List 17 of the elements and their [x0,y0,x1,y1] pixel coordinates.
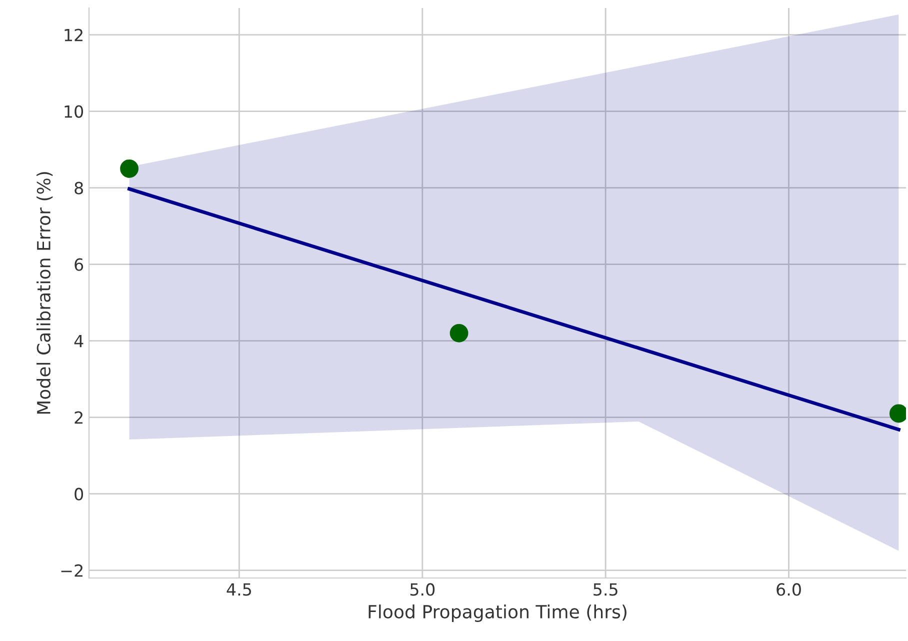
y-tick-label: 4 [74,335,84,348]
x-tick-label: 4.5 [226,583,252,596]
y-tick-label: −2 [61,564,82,577]
x-axis-title: Flood Propagation Time (hrs) [368,604,626,622]
y-tick-label: 6 [74,258,84,271]
y-axis-title: Model Calibration Error (%) [36,172,53,414]
x-tick-label: 5.0 [410,583,435,596]
y-tick-label: 0 [74,488,84,500]
point [120,159,138,178]
y-tick-label: 8 [74,182,83,194]
point [889,404,906,423]
x-tick-label: 5.5 [594,583,618,596]
y-tick-label: 2 [74,411,82,424]
x-tick-label: 6.0 [776,583,801,596]
y-tick-label: 12 [64,28,82,42]
y-tick-label: 10 [64,105,84,118]
point [450,324,468,342]
